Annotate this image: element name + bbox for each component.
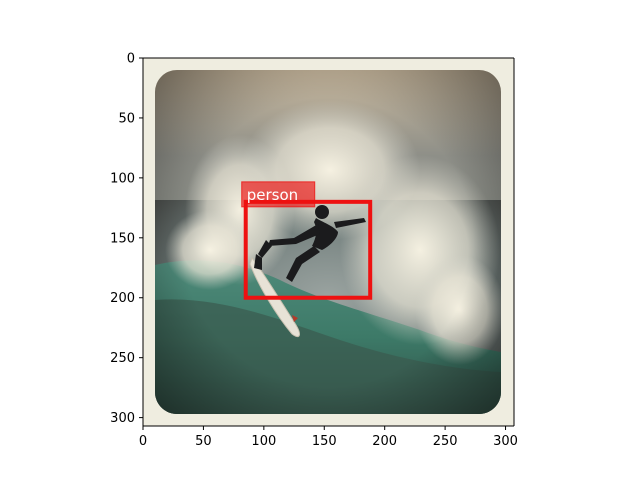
x-tick-label: 250 — [433, 434, 458, 449]
x-axis-ticks: 0 50 100 150 200 250 300 — [139, 426, 518, 449]
detection-overlay: person — [241, 181, 373, 300]
x-tick-label: 100 — [251, 434, 276, 449]
y-tick-label: 200 — [110, 291, 135, 306]
x-tick-label: 200 — [372, 434, 397, 449]
x-tick-label: 150 — [312, 434, 337, 449]
detection-label-background — [241, 181, 316, 208]
x-tick-label: 300 — [493, 434, 518, 449]
y-tick-label: 0 — [127, 52, 135, 67]
x-tick-label: 0 — [139, 434, 147, 449]
detection-label: person — [247, 186, 298, 204]
x-tick-label: 50 — [195, 434, 212, 449]
y-axis-ticks: 0 50 100 150 200 250 300 — [110, 52, 143, 426]
y-tick-label: 50 — [118, 111, 135, 126]
surf-photo — [155, 70, 501, 414]
y-tick-label: 100 — [110, 171, 135, 186]
y-tick-label: 300 — [110, 411, 135, 426]
y-tick-label: 150 — [110, 231, 135, 246]
axes-spines — [142, 57, 515, 427]
y-tick-label: 250 — [110, 351, 135, 366]
